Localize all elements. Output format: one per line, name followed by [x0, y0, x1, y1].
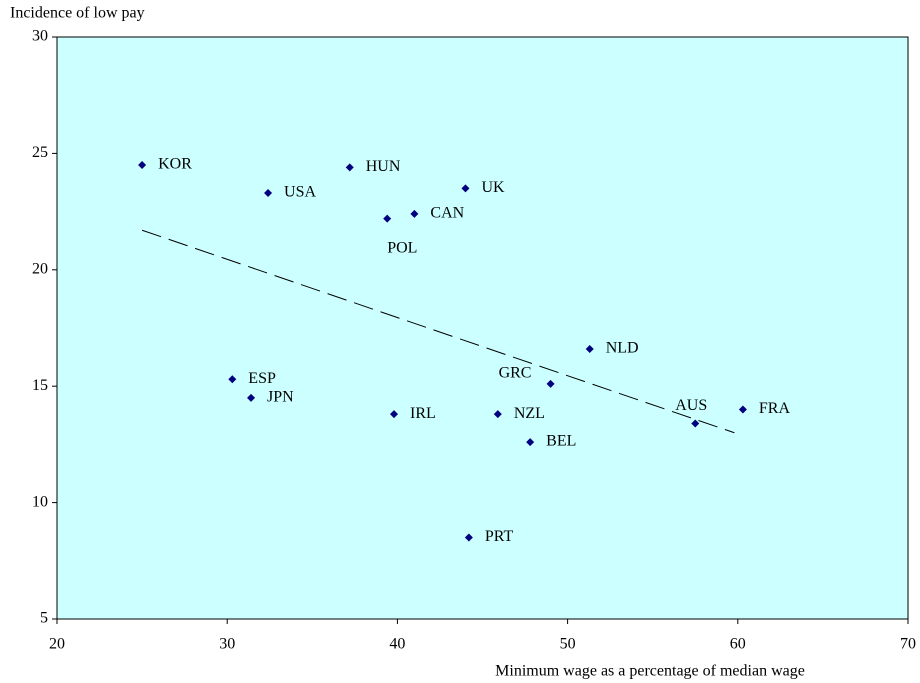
y-tick-label: 30 — [32, 28, 48, 45]
point — [493, 410, 502, 419]
point-label: NLD — [606, 340, 639, 357]
point-label: BEL — [546, 433, 576, 450]
point-label: ESP — [248, 370, 276, 387]
point — [464, 533, 473, 542]
point-label: USA — [284, 184, 316, 201]
trend-line — [141, 229, 735, 434]
point — [691, 419, 700, 428]
point-label: KOR — [158, 156, 192, 173]
point — [585, 344, 594, 353]
point — [546, 379, 555, 388]
plot-area — [56, 36, 909, 620]
point — [410, 209, 419, 218]
point-label: JPN — [267, 389, 294, 406]
point-label: GRC — [499, 365, 532, 382]
point — [247, 393, 256, 402]
point-label: NZL — [514, 405, 545, 422]
y-tick-label: 15 — [32, 377, 48, 394]
point-label: FRA — [759, 400, 791, 417]
x-axis-label: Minimum wage as a percentage of median w… — [495, 663, 805, 680]
y-tick-label: 25 — [32, 144, 48, 161]
point — [461, 184, 470, 193]
point — [345, 163, 354, 172]
point — [389, 410, 398, 419]
point — [526, 438, 535, 447]
point — [228, 375, 237, 384]
x-tick-label: 70 — [900, 636, 916, 653]
point-label: IRL — [410, 405, 436, 422]
point-label: CAN — [430, 205, 464, 222]
x-tick-label: 50 — [560, 636, 576, 653]
y-tick-label: 5 — [40, 610, 48, 627]
y-axis-label: Incidence of low pay — [10, 5, 145, 22]
x-tick-label: 60 — [730, 636, 746, 653]
point-label: PRT — [485, 528, 514, 545]
y-tick-label: 20 — [32, 260, 48, 277]
x-tick-label: 20 — [49, 636, 65, 653]
point — [383, 214, 392, 223]
x-tick-label: 30 — [219, 636, 235, 653]
point-label: UK — [481, 179, 505, 196]
point-label: POL — [387, 239, 417, 256]
point-label: HUN — [366, 158, 401, 175]
point — [264, 188, 273, 197]
x-tick-label: 40 — [389, 636, 405, 653]
y-tick-label: 10 — [32, 493, 48, 510]
point — [738, 405, 747, 414]
point-label: AUS — [675, 397, 707, 414]
point — [138, 161, 147, 170]
